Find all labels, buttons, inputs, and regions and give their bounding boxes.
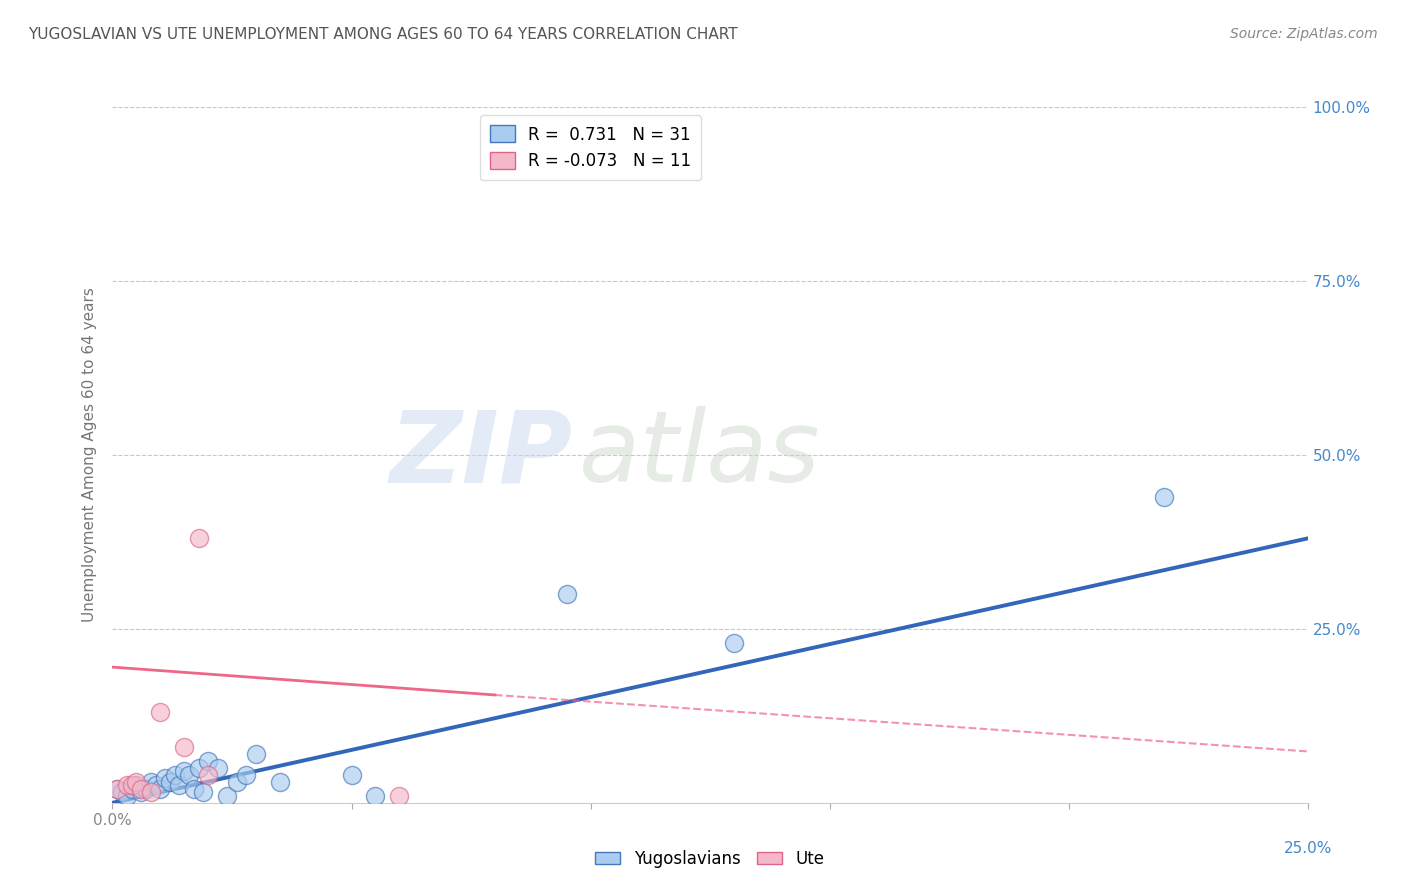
Point (187, 761, 209, 775)
Point (187, 532, 209, 546)
Text: Source: ZipAtlas.com: Source: ZipAtlas.com (1230, 27, 1378, 41)
Point (115, 789, 138, 803)
Point (129, 785, 152, 799)
Point (145, 778, 167, 792)
Point (207, 761, 229, 775)
Point (183, 781, 205, 796)
Point (111, 785, 134, 799)
Point (125, 778, 148, 792)
Point (245, 747, 267, 761)
Legend: Yugoslavians, Ute: Yugoslavians, Ute (589, 843, 831, 874)
Point (193, 785, 215, 799)
Point (139, 785, 162, 799)
Point (159, 775, 181, 789)
Point (197, 754, 219, 768)
Point (105, 781, 128, 796)
Point (235, 768, 257, 782)
Point (217, 789, 239, 803)
Y-axis label: Unemployment Among Ages 60 to 64 years: Unemployment Among Ages 60 to 64 years (82, 287, 97, 623)
Point (269, 775, 291, 789)
Point (1153, 490, 1175, 504)
Point (115, 778, 138, 792)
Point (121, 781, 143, 796)
Point (388, 789, 411, 803)
Point (173, 764, 195, 779)
Point (135, 781, 157, 796)
Text: atlas: atlas (579, 407, 820, 503)
Text: YUGOSLAVIAN VS UTE UNEMPLOYMENT AMONG AGES 60 TO 64 YEARS CORRELATION CHART: YUGOSLAVIAN VS UTE UNEMPLOYMENT AMONG AG… (28, 27, 738, 42)
Point (149, 781, 172, 796)
Point (555, 587, 578, 601)
Point (364, 789, 387, 803)
Point (149, 706, 172, 720)
Point (225, 775, 247, 789)
Point (163, 768, 186, 782)
Point (139, 775, 162, 789)
Point (129, 781, 152, 796)
Point (125, 775, 148, 789)
Text: ZIP: ZIP (389, 407, 572, 503)
Point (177, 768, 200, 782)
Text: 25.0%: 25.0% (1284, 841, 1331, 856)
Point (197, 768, 219, 782)
Point (153, 772, 176, 786)
Point (173, 740, 195, 755)
Point (121, 778, 143, 792)
Point (169, 778, 191, 792)
Point (105, 781, 128, 796)
Point (723, 636, 745, 650)
Point (340, 768, 363, 782)
